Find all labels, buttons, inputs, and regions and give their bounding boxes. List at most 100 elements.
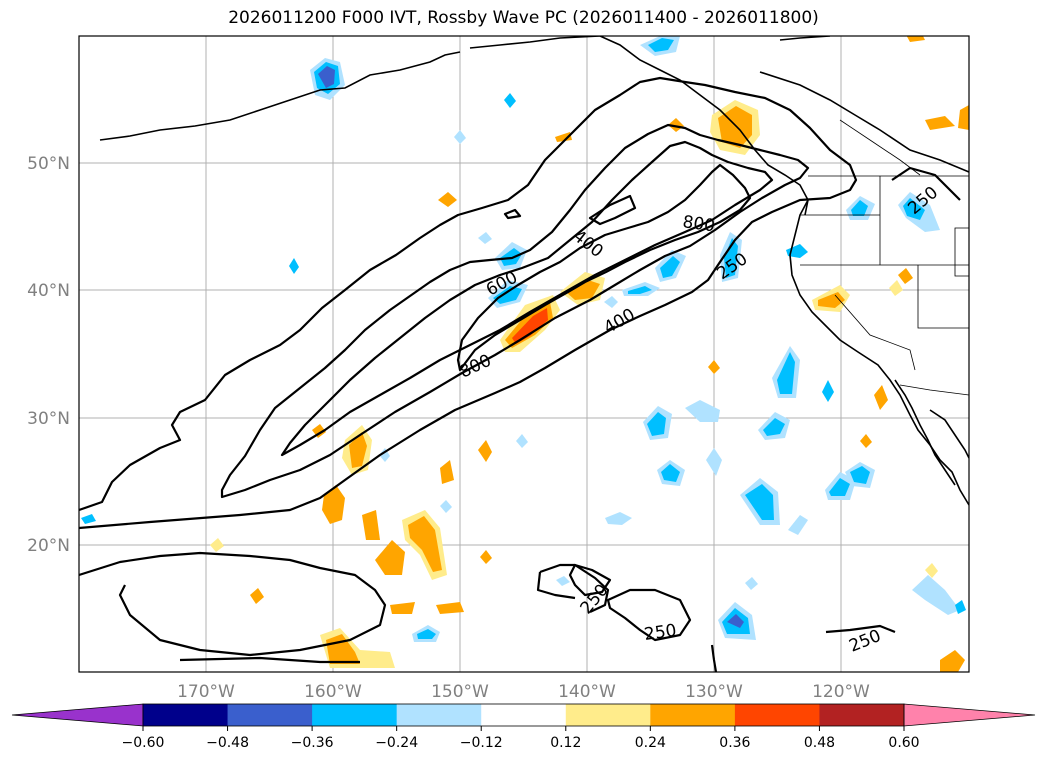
- ivt-contour-250: [891, 166, 961, 201]
- lon-label-140w: 140°W: [558, 682, 616, 702]
- negative-anomaly-region: [81, 514, 96, 524]
- negative-anomaly-region: [745, 577, 758, 590]
- negative-anomaly-region: [955, 600, 966, 614]
- colorbar-segment: [396, 704, 482, 726]
- longitude-labels: 170°W 160°W 150°W 140°W 130°W 120°W: [177, 682, 870, 702]
- colorbar-extend-high: [903, 703, 1036, 727]
- ivt-contour-250: [79, 76, 858, 530]
- colorbar-tick-label: 0.48: [804, 735, 835, 751]
- ivt-contour-800: [588, 194, 637, 226]
- border-state: [834, 294, 916, 371]
- positive-anomaly-region: [440, 460, 454, 484]
- coastline-alaska: [599, 36, 809, 216]
- ivt-contour-800: [456, 163, 752, 372]
- positive-anomaly-region: [889, 280, 903, 296]
- positive-anomaly-region: [408, 516, 442, 572]
- positive-anomaly-region: [349, 432, 367, 468]
- negative-anomaly-region: [556, 576, 570, 586]
- negative-anomaly-region: [648, 38, 674, 52]
- map-frame: [78, 35, 970, 673]
- ivt-contour-250: [539, 563, 610, 613]
- lon-label-120w: 120°W: [812, 682, 870, 702]
- lon-label-150w: 150°W: [431, 682, 489, 702]
- negative-anomaly-region: [706, 448, 722, 476]
- negative-anomaly-region: [604, 296, 618, 308]
- colorbar-tick-label: 0.36: [719, 735, 750, 751]
- positive-anomaly-region: [555, 132, 572, 142]
- positive-anomaly-region: [375, 540, 405, 575]
- positive-anomaly-region: [925, 116, 955, 130]
- ivt-contour-250: [179, 656, 360, 664]
- negative-anomaly-region: [440, 500, 452, 513]
- negative-anomaly-region: [628, 286, 652, 294]
- ivt-contour-250: [536, 571, 576, 600]
- negative-anomaly-region: [493, 286, 522, 304]
- map-area[interactable]: [79, 36, 969, 672]
- negative-anomaly-region: [685, 400, 720, 422]
- coastline-west-us: [789, 199, 969, 506]
- negative-anomaly-region: [647, 412, 666, 436]
- ivt-contour-250: [79, 551, 387, 657]
- negative-anomaly-region: [829, 478, 850, 496]
- positive-anomaly-region: [860, 434, 872, 448]
- latitude-labels: 20°N 30°N 40°N 50°N: [27, 154, 70, 556]
- negative-anomaly-region: [788, 515, 808, 535]
- political-borders: [800, 119, 969, 396]
- positive-anomaly-region: [326, 634, 360, 664]
- negative-anomaly-region: [822, 380, 834, 402]
- colorbar-segment: [481, 704, 567, 726]
- colorbar-segment: [650, 704, 736, 726]
- negative-anomaly-region: [516, 434, 528, 448]
- colorbar-tick-label: −0.36: [291, 735, 334, 751]
- positive-anomaly-region: [322, 485, 345, 524]
- lat-label-40n: 40°N: [27, 281, 70, 301]
- colorbar-tick-label: 0.24: [635, 735, 666, 751]
- negative-anomaly-shading: [81, 36, 966, 642]
- negative-anomaly-region: [903, 198, 925, 220]
- ivt-contours: [79, 76, 961, 672]
- ivt-contour-250: [606, 588, 692, 642]
- negative-anomaly-region: [763, 418, 785, 436]
- positive-anomaly-shading: [210, 36, 969, 672]
- colorbar-tick-label: 0.12: [550, 735, 581, 751]
- positive-anomaly-region: [512, 308, 548, 344]
- negative-anomaly-region: [379, 448, 390, 462]
- negative-anomaly-region: [850, 466, 870, 484]
- border-state: [839, 119, 921, 176]
- border-mexico: [899, 384, 969, 396]
- coastlines: [99, 36, 969, 506]
- lon-label-160w: 160°W: [304, 682, 362, 702]
- lon-label-130w: 130°W: [685, 682, 743, 702]
- lat-label-20n: 20°N: [27, 536, 70, 556]
- contour-label-800: 800: [681, 212, 716, 236]
- colorbar: −0.60 −0.48 −0.36 −0.24 −0.12 0.12 0.24 0.36 0.4…: [11, 703, 1036, 751]
- border-state: [954, 227, 969, 277]
- colorbar-segment: [819, 704, 905, 726]
- negative-anomaly-region: [660, 256, 680, 278]
- border-state: [917, 265, 969, 329]
- coastline-baja: [894, 379, 956, 486]
- colorbar-segment: [734, 704, 820, 726]
- coastline-alaska: [469, 36, 601, 49]
- colorbar-tick-label: −0.24: [375, 735, 418, 751]
- positive-anomaly-region: [438, 192, 457, 207]
- positive-anomaly-region: [362, 510, 380, 540]
- coastline-gulf: [929, 409, 969, 459]
- negative-anomaly-region: [727, 614, 744, 628]
- ivt-contour-250: [503, 208, 522, 220]
- ivt-contour-400: [220, 123, 810, 499]
- positive-anomaly-region: [708, 360, 720, 374]
- coastline-mainland: [759, 71, 969, 173]
- positive-anomaly-region: [436, 602, 464, 614]
- positive-anomaly-region: [898, 268, 913, 284]
- ivt-contour-250: [568, 563, 612, 597]
- colorbar-tick-label: −0.48: [206, 735, 249, 751]
- positive-anomaly-region: [818, 292, 845, 308]
- colorbar-frame: [142, 703, 905, 727]
- map-title: 2026011200 F000 IVT, Rossby Wave PC (202…: [228, 8, 819, 28]
- colorbar-segment: [143, 704, 229, 726]
- colorbar-tick-label: −0.12: [460, 735, 503, 751]
- ivt-contour-250: [710, 644, 718, 672]
- contour-label-250: 250: [643, 621, 678, 645]
- positive-anomaly-region: [925, 563, 938, 578]
